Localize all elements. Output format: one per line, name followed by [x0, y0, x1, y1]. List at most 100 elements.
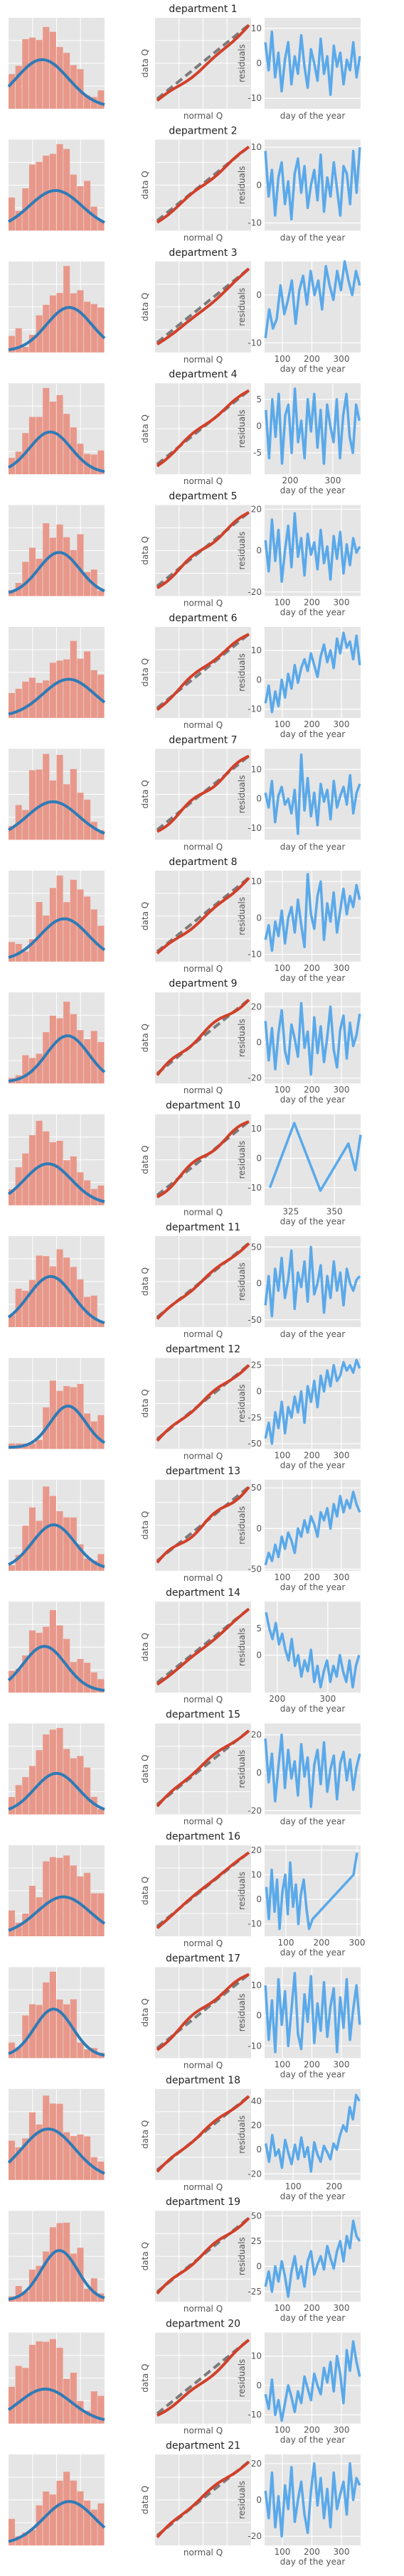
histogram-bar — [22, 1055, 29, 1084]
qq-line — [156, 267, 250, 345]
residuals-ytick-label: -20 — [248, 587, 262, 597]
histogram-bar — [77, 658, 84, 718]
residuals-ytick-label: 0 — [256, 1037, 262, 1047]
residuals-line — [264, 512, 361, 583]
department-title: department 4 — [169, 369, 237, 380]
histogram-bar — [22, 1525, 29, 1571]
residuals-ytick-label: -10 — [248, 338, 262, 348]
residuals-ylabel: residuals — [237, 2237, 247, 2275]
residuals-xtick-label: 200 — [304, 2425, 320, 2435]
residuals-ytick-label: 0 — [256, 421, 262, 431]
residuals-xtick-label: 100 — [274, 1450, 290, 1460]
histogram-bar — [49, 2227, 56, 2302]
histogram-bar — [77, 2134, 84, 2180]
histogram-bar — [84, 2500, 91, 2545]
qq-ylabel: data Q — [140, 902, 150, 930]
histogram-bar — [70, 2136, 77, 2180]
residuals-xtick-label: 100 — [274, 719, 290, 729]
residuals-ytick-label: 25 — [251, 1361, 262, 1370]
department-title: department 8 — [169, 857, 237, 868]
histogram-bar — [9, 74, 16, 109]
histogram-bar — [36, 902, 43, 962]
histogram-bar — [70, 1758, 77, 1815]
histogram-bar — [9, 1189, 16, 1206]
histogram-bar — [36, 1633, 43, 1693]
residuals-ytick-label: -50 — [248, 1439, 262, 1449]
histogram-bar — [56, 293, 63, 353]
histogram-bar — [49, 1971, 56, 2059]
residuals-xtick-label: 300 — [334, 1085, 350, 1095]
histogram-bar — [97, 1554, 105, 1571]
histogram-bar — [97, 830, 105, 840]
residuals-xtick-label: 100 — [274, 354, 290, 364]
residuals-xtick-label: 100 — [274, 2547, 290, 2557]
residuals-line — [264, 1733, 361, 1808]
histogram-bar — [9, 826, 16, 840]
qq-reference-line — [156, 754, 250, 831]
histogram-bar — [63, 784, 70, 840]
normal-curve — [8, 1895, 106, 1932]
residuals-ytick-label: 5 — [256, 395, 262, 404]
histogram-bar — [43, 304, 50, 353]
residuals-xlabel: day of the year — [280, 2069, 346, 2079]
residuals-xtick-label: 300 — [325, 476, 341, 485]
histogram-bar — [63, 53, 70, 109]
histogram-bar — [84, 2136, 91, 2180]
residuals-ytick-label: -5 — [253, 448, 262, 458]
residuals-ytick-label: -50 — [248, 1315, 262, 1325]
histogram-bar — [36, 682, 43, 718]
residuals-ytick-label: 20 — [251, 1730, 262, 1740]
histogram-bar — [49, 1266, 56, 1327]
residuals-ytick-label: 50 — [251, 1242, 262, 1252]
residuals-xtick-label: 100 — [274, 598, 290, 608]
department-row: department 21 normal Q data Q -20 0 20 100 200 3… — [8, 2440, 361, 2567]
histogram-bar — [36, 559, 43, 596]
residuals-xlabel: day of the year — [280, 2435, 346, 2445]
residuals-xlabel: day of the year — [280, 608, 346, 618]
qq-line — [156, 23, 250, 102]
histogram-bar — [90, 2278, 97, 2302]
qq-ylabel: data Q — [140, 1389, 150, 1417]
residuals-xlabel: day of the year — [280, 1217, 346, 1227]
histogram-bar — [70, 174, 77, 231]
histogram-bar — [77, 534, 84, 596]
histogram-bar — [28, 37, 36, 109]
qq-ylabel: data Q — [140, 1024, 150, 1052]
residuals-ytick-label: -20 — [248, 1805, 262, 1815]
histogram-bar — [63, 1257, 70, 1327]
residuals-ytick-label: 0 — [256, 2011, 262, 2021]
residuals-ytick-label: 0 — [256, 1154, 262, 1164]
qq-line — [156, 2216, 250, 2295]
histogram-bar — [15, 65, 22, 109]
histogram-bar — [90, 1796, 97, 1815]
department-title: department 16 — [166, 1831, 240, 1842]
residuals-xtick-label: 100 — [274, 1572, 290, 1582]
histogram-bar — [22, 347, 29, 353]
histogram-bar — [90, 822, 97, 840]
residuals-xtick-label: 325 — [282, 1207, 299, 1217]
normal-curve — [8, 430, 105, 473]
residuals-ytick-label: 10 — [251, 1980, 262, 1990]
histogram-bar — [36, 1255, 43, 1327]
residuals-ytick-label: -10 — [248, 823, 262, 833]
department-title: department 3 — [169, 247, 237, 259]
normal-curve — [7, 1645, 105, 1692]
qq-ylabel: data Q — [140, 49, 150, 77]
histogram-bar — [22, 951, 29, 962]
histogram-bar — [63, 1002, 70, 1084]
residuals-xtick-label: 300 — [334, 2425, 350, 2435]
histogram-bar — [28, 939, 36, 962]
histogram-bar — [84, 571, 91, 596]
histogram-bar — [63, 2132, 70, 2180]
residuals-ytick-label: 20 — [251, 1002, 262, 1011]
qq-ylabel: data Q — [140, 1267, 150, 1296]
qq-xlabel: normal Q — [184, 1817, 223, 1827]
residuals-xlabel: day of the year — [280, 1329, 346, 1339]
residuals-xtick-label: 100 — [274, 2425, 290, 2435]
histogram-bar — [63, 902, 70, 962]
qq-xlabel: normal Q — [184, 2060, 223, 2070]
histogram-bar — [49, 401, 56, 475]
residuals-ylabel: residuals — [237, 1262, 247, 1301]
histogram-bar — [43, 916, 50, 962]
